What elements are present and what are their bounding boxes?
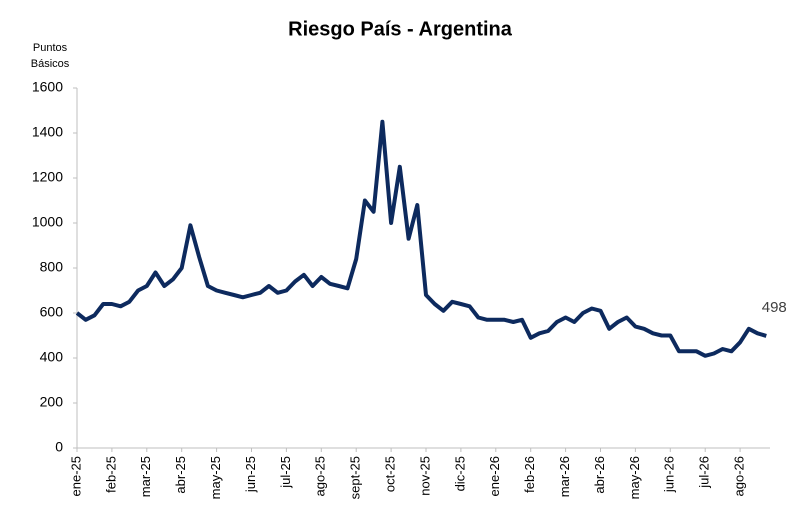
x-tick-label: jul-25 <box>278 456 293 489</box>
y-tick-label: 1000 <box>32 214 63 230</box>
y-tick-label: 400 <box>40 349 64 365</box>
y-tick-label: 1600 <box>32 79 63 95</box>
x-tick-label: abr-26 <box>592 456 607 494</box>
y-tick-label: 800 <box>40 259 64 275</box>
x-tick-label: jun-25 <box>243 456 258 493</box>
x-tick-label: mar-26 <box>557 456 572 497</box>
x-tick-label: may-25 <box>208 456 223 499</box>
x-tick-label: abr-25 <box>173 456 188 494</box>
x-tick-label: jun-26 <box>662 456 677 493</box>
x-tick-label: feb-25 <box>103 456 118 493</box>
y-axis-label: Básicos <box>31 58 70 70</box>
x-tick-label: jul-26 <box>697 456 712 489</box>
x-tick-label: may-26 <box>627 456 642 499</box>
y-tick-label: 600 <box>40 304 64 320</box>
y-tick-label: 1200 <box>32 169 63 185</box>
x-tick-label: oct-25 <box>383 456 398 492</box>
chart-title: Riesgo País - Argentina <box>288 18 513 40</box>
x-tick-label: nov-25 <box>417 456 432 496</box>
x-tick-label: mar-25 <box>138 456 153 497</box>
line <box>75 119 767 358</box>
x-tick-label: ene-25 <box>68 456 83 496</box>
y-tick-label: 200 <box>40 394 64 410</box>
y-axis-label: Puntos <box>33 42 68 54</box>
y-tick-label: 0 <box>55 439 63 455</box>
y-tick-label: 1400 <box>32 124 63 140</box>
data-label: 498 <box>762 299 787 316</box>
x-tick-label: dic-25 <box>452 456 467 491</box>
x-tick-label: feb-26 <box>522 456 537 493</box>
x-tick-label: ene-26 <box>487 456 502 496</box>
x-tick-label: sept-25 <box>348 456 363 499</box>
x-tick-label: ago-26 <box>732 456 747 496</box>
x-tick-label: ago-25 <box>313 456 328 496</box>
